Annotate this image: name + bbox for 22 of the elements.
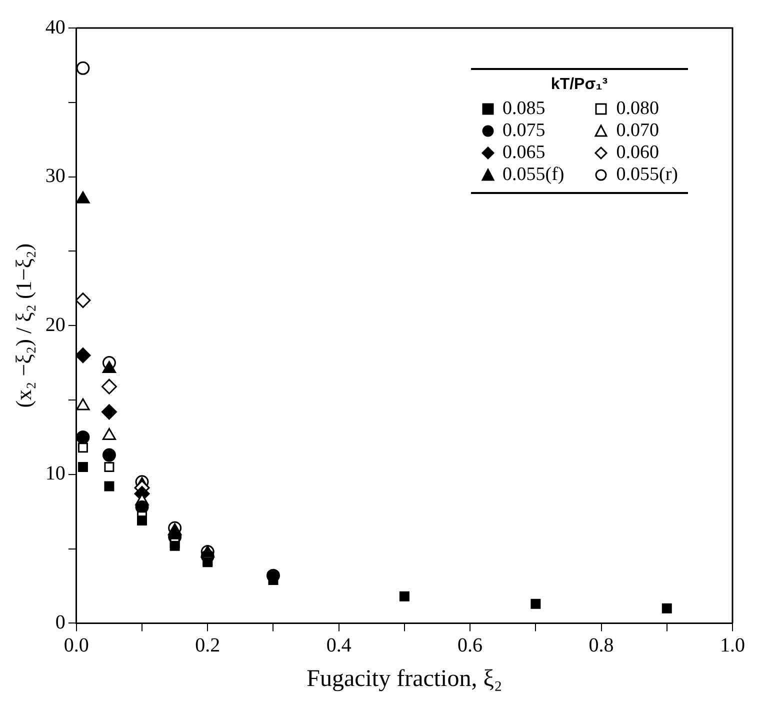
y-tick-label: 20 — [45, 314, 66, 336]
y-tick-label: 30 — [45, 165, 66, 188]
y-axis-title: (x₂ −ξ₂) / ξ₂ (1−ξ₂) — [10, 243, 36, 408]
legend-label: 0.055(r) — [615, 164, 678, 186]
legend-label: 0.055(f) — [502, 164, 564, 186]
legend-label: 0.085 — [502, 98, 546, 120]
x-tick-label: 0.2 — [195, 634, 220, 656]
legend-label: 0.070 — [615, 120, 660, 142]
y-tick-label: 10 — [45, 462, 66, 485]
x-tick-label: 0.8 — [588, 634, 614, 656]
x-axis-title: Fugacity fraction, ξ₂ — [306, 666, 502, 692]
x-tick-label: 0.0 — [64, 634, 89, 656]
legend-label: 0.065 — [502, 142, 546, 164]
legend-label: 0.080 — [615, 98, 660, 120]
x-tick-label: 0.4 — [326, 634, 352, 656]
legend-title: kT/Pσ₁³ — [550, 76, 609, 94]
y-tick-label: 40 — [45, 16, 66, 38]
legend-label: 0.075 — [502, 120, 546, 142]
x-tick-label: 1.0 — [720, 634, 745, 656]
x-tick-label: 0.6 — [458, 634, 483, 656]
legend-label: 0.060 — [615, 142, 660, 164]
y-tick-label: 0 — [55, 611, 66, 634]
